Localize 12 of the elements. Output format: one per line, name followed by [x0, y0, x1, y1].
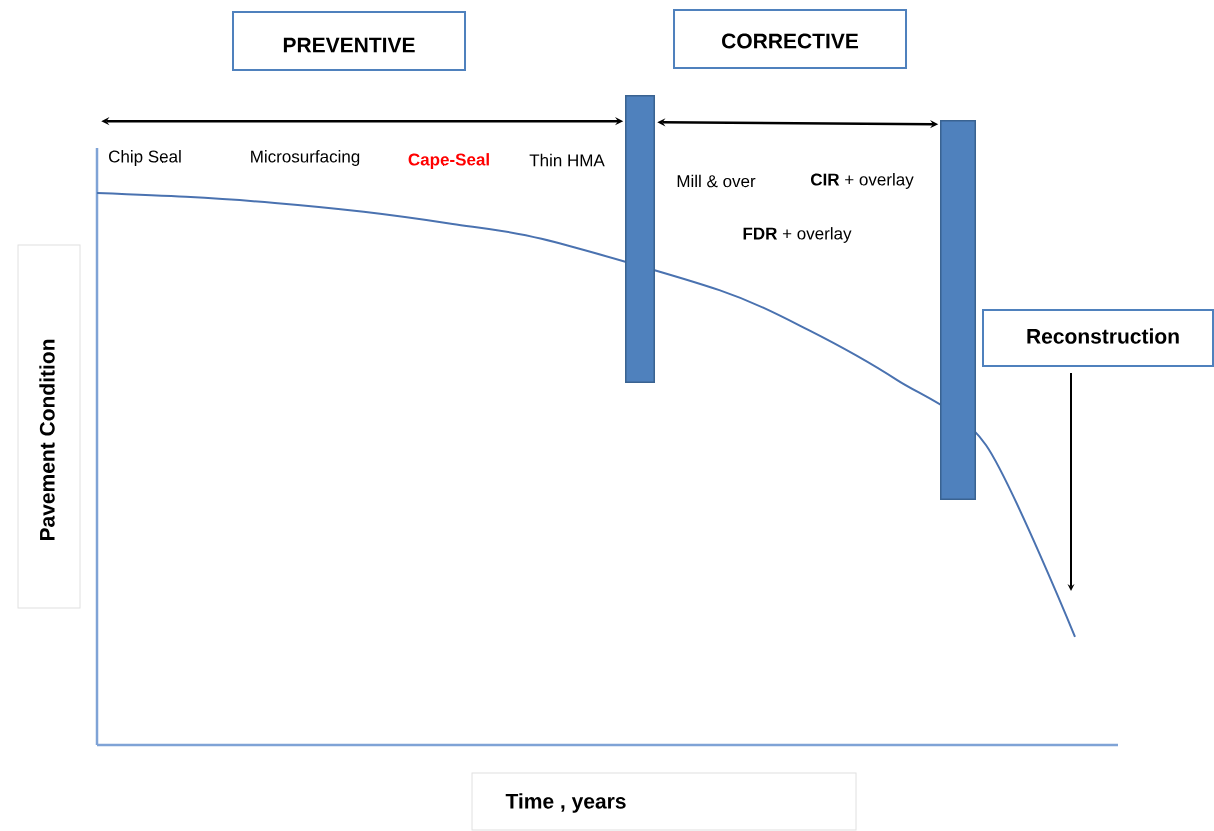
text: CORRECTIVE	[722, 33, 859, 49]
text: Thin HMA	[529, 153, 605, 167]
text: Microsurfacing	[251, 150, 360, 166]
text: Chip Seal	[109, 150, 181, 166]
text: PREVENTIVE	[283, 37, 415, 53]
annotation: FDR + overlay	[743, 227, 852, 243]
text: CIR + overlay	[810, 173, 914, 189]
x-axis-title: Time , years	[505, 793, 626, 813]
text: Cape-Seal	[408, 153, 489, 169]
text: Mill & over	[677, 174, 756, 188]
y-axis-title: Pavement Condition	[39, 339, 55, 541]
annotation: Reconstruction	[1027, 328, 1179, 344]
